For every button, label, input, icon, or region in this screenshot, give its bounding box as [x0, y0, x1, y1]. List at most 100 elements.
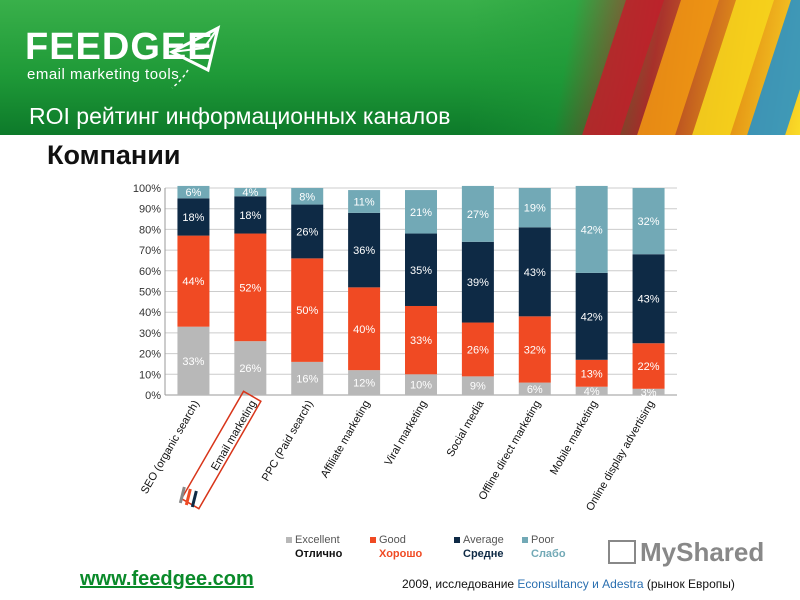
bar-segment: [461, 241, 494, 323]
y-tick-label: 30%: [139, 328, 161, 340]
highlight-mark: [184, 488, 192, 506]
data-label: 11%: [354, 196, 375, 208]
legend-label: Average: [463, 534, 504, 546]
legend-swatch: [454, 537, 460, 544]
watermark: MyShared: [608, 537, 764, 568]
legend-item: Average Средне: [454, 534, 504, 560]
data-label: 32%: [524, 344, 546, 356]
bar-segment: [575, 386, 608, 395]
bar-segment: [177, 185, 210, 199]
data-label: 40%: [353, 324, 375, 336]
y-tick-label: 50%: [139, 287, 161, 299]
data-label: 4%: [584, 386, 600, 398]
bar-segment: [461, 185, 494, 242]
bar-segment: [405, 305, 437, 375]
legend-label-ru: Хорошо: [379, 548, 423, 560]
data-label: 4%: [242, 187, 258, 199]
legend-label: Good: [379, 534, 406, 546]
data-label: 10%: [410, 380, 432, 392]
data-label: 52%: [239, 282, 261, 294]
data-label: 18%: [239, 210, 261, 222]
bar-segment: [632, 343, 665, 389]
data-label: 9%: [470, 381, 486, 393]
bar-segment: [291, 204, 324, 259]
data-label: 50%: [296, 305, 318, 317]
data-label: 33%: [410, 335, 432, 347]
data-label: 19%: [524, 203, 546, 215]
bar-segment: [291, 258, 324, 362]
y-tick-label: 60%: [139, 266, 161, 278]
data-label: 43%: [524, 267, 546, 279]
bar-segment: [348, 190, 381, 213]
data-label: 13%: [581, 368, 603, 380]
y-tick-label: 0%: [145, 390, 161, 402]
source-highlight: Econsultancy и Adestra: [517, 577, 644, 591]
header-banner: FEEDGEE email marketing tools ROI рейтин…: [0, 0, 800, 135]
data-label: 44%: [182, 276, 204, 288]
highlight-box: [180, 390, 262, 510]
y-tick-label: 20%: [139, 349, 161, 361]
legend-swatch: [370, 537, 376, 544]
category-label: SEO (organic search): [139, 399, 202, 497]
y-tick-label: 80%: [139, 224, 161, 236]
data-label: 6%: [185, 187, 201, 199]
legend-label: Excellent: [295, 534, 340, 546]
bar-segment: [461, 322, 494, 377]
bar-segment: [291, 361, 324, 395]
bar-segment: [234, 188, 267, 197]
highlight-mark: [178, 486, 186, 504]
bar-segment: [632, 388, 665, 395]
data-label: 12%: [353, 378, 375, 390]
bar-segment: [177, 235, 210, 327]
category-label: Viral marketing: [383, 399, 430, 468]
highlight-mark: [190, 490, 198, 508]
category-label: Mobile marketing: [548, 398, 600, 477]
data-label: 39%: [467, 277, 489, 289]
y-tick-label: 90%: [139, 204, 161, 216]
category-label: Offline direct marketing: [477, 399, 544, 503]
bar-segment: [405, 190, 437, 234]
data-label: 22%: [638, 361, 660, 373]
bar-segment: [405, 233, 437, 306]
bar-segment: [234, 196, 267, 234]
data-label: 26%: [296, 226, 318, 238]
source-text-end: (рынок Европы): [643, 577, 735, 591]
data-label: 33%: [182, 356, 204, 368]
category-label: Email marketing: [209, 399, 259, 473]
legend-label: Poor: [531, 534, 555, 546]
bar-segment: [518, 382, 551, 395]
bar-segment: [348, 370, 381, 395]
legend-item: Good Хорошо: [370, 534, 422, 560]
data-label: 6%: [527, 384, 543, 396]
stacked-bar-chart: 0% 10% 20% 30% 40% 50% 60% 70% 80% 90% 100% 33% 44% 1…: [133, 183, 677, 514]
data-label: 26%: [239, 363, 261, 375]
website-link[interactable]: www.feedgee.com: [80, 568, 254, 590]
category-label: Affiliate marketing: [319, 399, 373, 481]
data-label: 8%: [299, 191, 315, 203]
legend-label-ru: Средне: [463, 548, 504, 560]
source-text: 2009, исследование: [402, 577, 518, 591]
bar-segment: [518, 188, 551, 228]
data-label: 18%: [182, 212, 204, 224]
source-note: 2009, исследование Econsultancy и Adestr…: [402, 577, 735, 591]
y-tick-label: 100%: [133, 183, 161, 195]
category-label: Online display advertising: [584, 399, 657, 514]
bar-segment: [575, 185, 608, 273]
bar-segment: [632, 188, 665, 255]
bar-segment: [234, 233, 267, 342]
bar-segment: [575, 359, 608, 387]
bar-segment: [348, 287, 381, 371]
bar-segment: [518, 316, 551, 383]
legend-item: Excellent Отлично: [286, 534, 342, 560]
bar-segment: [234, 341, 267, 395]
legend-swatch: [286, 537, 292, 544]
legend-item: Poor Слабо: [522, 534, 566, 560]
legend-label-ru: Отлично: [295, 548, 343, 560]
data-label: 35%: [410, 265, 432, 277]
data-label: 21%: [410, 207, 432, 219]
category-label: PPC (Paid search): [260, 399, 316, 484]
logo-tagline: email marketing tools: [27, 66, 180, 83]
legend-label-ru: Слабо: [531, 548, 566, 560]
envelope-icon: [168, 25, 221, 89]
bar-segment: [405, 374, 437, 395]
